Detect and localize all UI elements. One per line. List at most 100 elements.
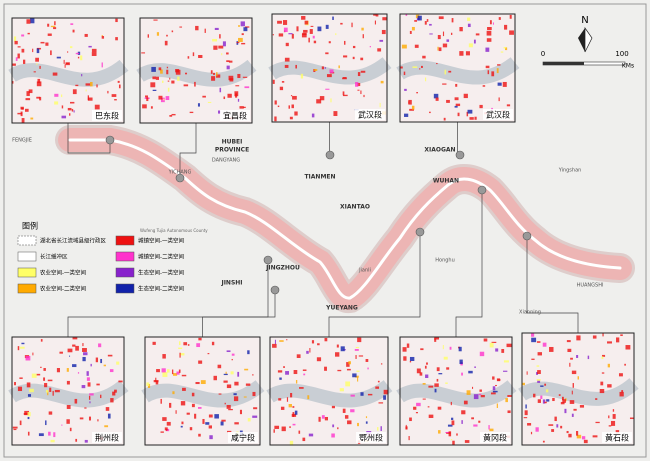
land-patch (526, 371, 528, 375)
land-patch (12, 63, 16, 66)
land-patch (191, 392, 195, 397)
land-patch (274, 339, 276, 345)
land-patch (72, 364, 77, 368)
land-patch (497, 64, 501, 66)
land-patch (376, 427, 379, 431)
map-label: Honghu (435, 258, 455, 264)
land-patch (475, 33, 480, 36)
land-patch (252, 391, 256, 397)
land-patch (489, 20, 492, 25)
land-patch (618, 373, 623, 377)
inset-frame (271, 13, 388, 123)
land-patch (192, 52, 195, 57)
inset: 宜昌段 (136, 17, 257, 124)
land-patch (447, 424, 453, 427)
land-patch (234, 422, 239, 425)
land-patch (230, 371, 234, 375)
land-patch (459, 26, 463, 32)
land-patch (292, 423, 296, 426)
land-patch (60, 94, 63, 98)
land-patch (331, 433, 335, 438)
land-patch (471, 386, 474, 389)
land-patch (30, 117, 34, 120)
land-patch (416, 402, 421, 407)
land-patch (231, 358, 233, 361)
land-patch (279, 377, 282, 380)
land-patch (474, 366, 476, 368)
land-patch (457, 112, 460, 117)
land-patch (84, 33, 88, 37)
land-patch (542, 399, 546, 404)
land-patch (294, 410, 298, 415)
land-patch (610, 420, 616, 426)
land-patch (348, 361, 351, 365)
land-patch (325, 24, 329, 29)
connector (202, 290, 276, 337)
land-patch (608, 425, 612, 427)
land-patch (503, 360, 509, 363)
location-dot (415, 227, 425, 237)
land-patch (21, 34, 25, 37)
land-patch (350, 394, 355, 397)
land-patch (44, 383, 48, 388)
land-patch (592, 435, 598, 438)
land-patch (95, 357, 99, 363)
land-patch (357, 72, 361, 77)
map-label: HUBEI (222, 139, 243, 146)
land-patch (69, 427, 72, 432)
land-patch (406, 343, 410, 348)
land-patch (279, 340, 284, 342)
land-patch (416, 368, 421, 374)
inset-label-bg (220, 110, 250, 121)
land-patch (438, 16, 444, 20)
land-patch (118, 380, 123, 383)
land-patch (382, 17, 387, 21)
land-patch (537, 399, 541, 403)
land-patch (342, 94, 348, 97)
scale-bar: 0 100 KMs (541, 50, 634, 70)
land-patch (433, 93, 439, 99)
land-patch (572, 383, 574, 388)
land-patch (293, 370, 298, 375)
land-patch (229, 78, 234, 82)
land-patch (85, 83, 91, 86)
legend-swatch (17, 283, 37, 294)
land-patch (209, 435, 213, 440)
land-patch (379, 39, 384, 42)
map-label: JINGZHOU (265, 265, 300, 272)
land-patch (467, 23, 471, 28)
land-patch (478, 420, 481, 423)
land-patch (277, 370, 283, 373)
land-patch (434, 383, 439, 387)
land-patch (345, 381, 351, 387)
land-patch (218, 110, 221, 114)
land-patch (438, 430, 441, 434)
land-patch (569, 400, 575, 404)
land-patch (20, 111, 23, 117)
land-patch (378, 402, 384, 404)
land-patch (436, 378, 439, 382)
land-patch (49, 387, 52, 392)
land-patch (342, 77, 347, 80)
land-patch (544, 383, 547, 386)
location-dot (522, 231, 532, 241)
land-patch (601, 356, 604, 360)
land-patch (150, 82, 156, 88)
land-patch (88, 45, 92, 48)
land-patch (426, 19, 429, 22)
land-patch (54, 101, 59, 105)
land-patch (238, 25, 240, 27)
land-patch (507, 410, 511, 414)
land-patch (30, 18, 35, 24)
land-patch (601, 354, 606, 357)
land-patch (608, 415, 610, 419)
land-patch (487, 27, 492, 31)
legend-title: 图例 (22, 221, 38, 231)
land-patch (162, 372, 168, 377)
land-patch (365, 358, 369, 362)
land-patch (66, 419, 70, 424)
land-patch (17, 53, 20, 59)
land-patch (624, 363, 626, 366)
land-patch (213, 72, 215, 75)
map-label: Yingshan (558, 168, 582, 174)
